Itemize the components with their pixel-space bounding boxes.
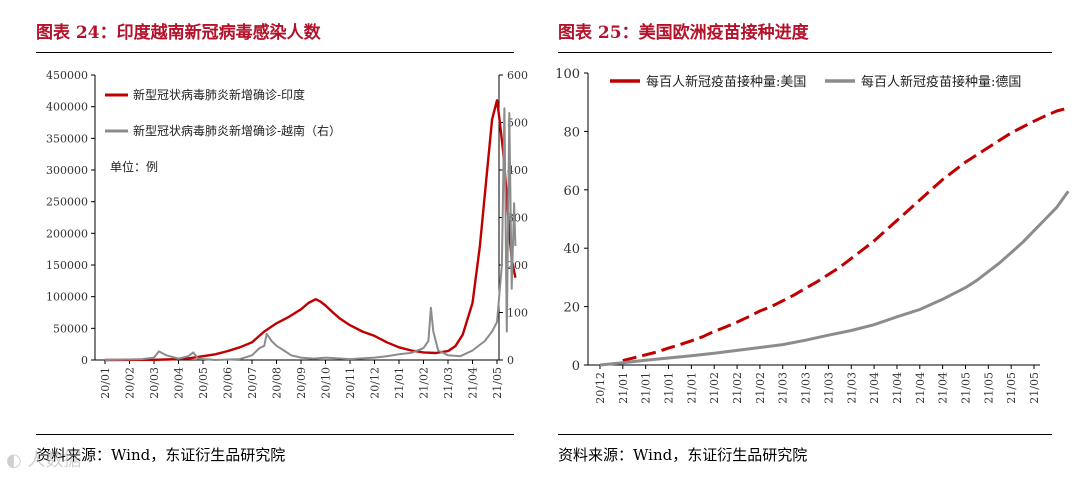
y-tick-label: 20 (563, 301, 580, 316)
legend-label: 每百人新冠疫苗接种量:美国 (646, 74, 806, 90)
legend-label: 每百人新冠疫苗接种量:德国 (861, 74, 1021, 90)
y-left-tick-label: 200000 (46, 227, 88, 240)
x-tick-label: 20/03 (148, 367, 161, 399)
right-title-rule (558, 52, 1052, 53)
x-tick-label: 21/04 (868, 372, 881, 404)
right-chart-title: 图表 25：美国欧洲疫苗接种进度 (558, 23, 809, 43)
legend-label: 新型冠状病毒肺炎新增确诊-印度 (133, 87, 305, 102)
us-series-line (622, 106, 1069, 363)
y-left-tick-label: 250000 (46, 196, 88, 209)
x-tick-label: 21/05 (982, 372, 995, 404)
y-left-tick-label: 300000 (46, 164, 88, 177)
y-left-tick-label: 350000 (46, 132, 88, 145)
x-tick-label: 20/12 (594, 372, 607, 404)
y-right-tick-label: 300 (507, 212, 528, 225)
right-source-rule (558, 434, 1052, 435)
x-tick-label: 20/06 (222, 367, 235, 399)
x-tick-label: 21/01 (685, 372, 698, 404)
x-tick-label: 20/08 (271, 367, 284, 399)
vietnam-series-line (104, 107, 517, 361)
y-right-tick-label: 600 (507, 69, 528, 82)
x-tick-label: 21/02 (754, 372, 767, 404)
y-left-tick-label: 150000 (46, 259, 88, 272)
left-panel: 图表 24：印度越南新冠病毒感染人数 0 50000 100000 150000 200… (36, 23, 528, 464)
y-left-tick-label: 100000 (46, 291, 88, 304)
left-chart-title: 图表 24：印度越南新冠病毒感染人数 (36, 23, 321, 43)
x-tick-label: 20/10 (320, 367, 333, 399)
y-left-tick-label: 450000 (46, 69, 88, 82)
left-source: 资料来源：Wind，东证衍生品研究院 (36, 446, 286, 464)
y-left-tick-label: 400000 (46, 101, 88, 114)
x-tick-label: 20/07 (246, 367, 259, 399)
unit-note: 单位：例 (110, 159, 158, 174)
x-tick-label: 20/02 (124, 367, 137, 399)
y-tick-label: 80 (563, 125, 580, 140)
x-tick-label: 21/01 (663, 372, 676, 404)
x-tick-label: 21/05 (491, 367, 504, 399)
x-tick-label: 21/03 (442, 367, 455, 399)
y-tick-label: 40 (563, 242, 580, 257)
x-tick-label: 21/05 (959, 372, 972, 404)
x-tick-label: 21/05 (1028, 372, 1041, 404)
y-right-tick-label: 500 (507, 117, 528, 130)
x-tick-label: 21/01 (640, 372, 653, 404)
x-tick-label: 21/04 (467, 367, 480, 399)
x-tick-label: 20/01 (99, 367, 112, 399)
x-tick-label: 21/01 (617, 372, 630, 404)
y-right-tick-label: 200 (507, 259, 528, 272)
x-tick-label: 21/04 (914, 372, 927, 404)
right-chart: 0 20 40 60 80 100 20/12 21/01 21/01 21/01 21/01 21/… (555, 67, 1070, 404)
x-tick-label: 20/05 (197, 367, 210, 399)
left-source-rule (36, 434, 514, 435)
x-tick-label: 21/03 (822, 372, 835, 404)
left-chart: 0 50000 100000 150000 200000 250000 300000 3500… (46, 69, 528, 399)
right-source: 资料来源：Wind，东证衍生品研究院 (558, 446, 808, 464)
x-tick-label: 21/02 (418, 367, 431, 399)
x-tick-label: 20/12 (369, 367, 382, 399)
x-tick-label: 21/03 (800, 372, 813, 404)
legend-label: 新型冠状病毒肺炎新增确诊-越南（右） (133, 123, 341, 138)
x-tick-label: 21/05 (1005, 372, 1018, 404)
x-tick-label: 21/01 (393, 367, 406, 399)
x-tick-label: 20/04 (173, 367, 186, 399)
y-tick-label: 0 (572, 359, 580, 374)
y-tick-label: 60 (563, 184, 580, 199)
y-left-tick-label: 50000 (53, 322, 88, 335)
watermark-logo: ◐ 人数据 (6, 450, 82, 471)
x-tick-label: 21/04 (891, 372, 904, 404)
y-right-tick-label: 400 (507, 164, 528, 177)
x-tick-label: 21/04 (937, 372, 950, 404)
x-tick-label: 21/02 (708, 372, 721, 404)
x-tick-label: 21/02 (731, 372, 744, 404)
y-left-tick-label: 0 (81, 354, 88, 367)
x-tick-label: 21/03 (777, 372, 790, 404)
y-right-tick-label: 0 (507, 354, 514, 367)
y-tick-label: 100 (555, 67, 580, 82)
x-tick-label: 20/11 (344, 367, 357, 399)
india-series-line (104, 99, 517, 362)
x-tick-label: 20/09 (295, 367, 308, 399)
right-panel: 图表 25：美国欧洲疫苗接种进度 0 20 40 60 80 100 20/12 21/01 2… (540, 0, 1080, 481)
left-title-rule (36, 52, 514, 53)
germany-series-line (599, 190, 1070, 367)
x-tick-label: 21/03 (845, 372, 858, 404)
y-right-tick-label: 100 (507, 307, 528, 320)
